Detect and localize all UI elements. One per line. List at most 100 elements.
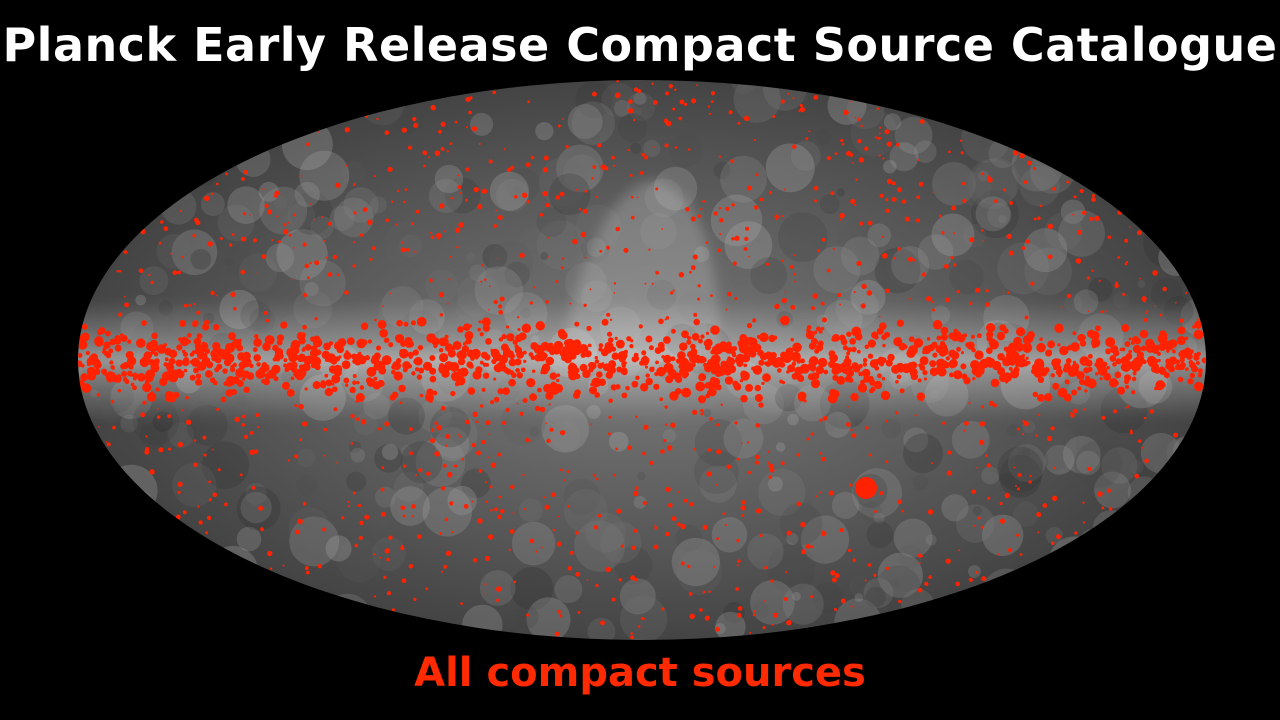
compact-source-marker	[956, 346, 962, 352]
compact-source-marker	[322, 527, 327, 532]
compact-source-marker	[652, 100, 658, 105]
compact-source-marker	[230, 364, 235, 369]
compact-source-marker	[763, 600, 766, 602]
sky-patch	[195, 557, 238, 600]
compact-source-marker	[604, 341, 614, 351]
compact-source-marker	[468, 363, 474, 369]
compact-source-marker	[702, 590, 706, 594]
compact-source-marker	[185, 419, 192, 425]
compact-source-marker	[810, 545, 814, 549]
sky-patch	[1044, 444, 1075, 475]
compact-source-marker	[310, 203, 312, 205]
compact-source-marker	[1108, 507, 1113, 511]
sky-patch	[343, 187, 379, 223]
compact-source-marker	[1173, 432, 1179, 438]
compact-source-marker	[471, 500, 474, 503]
compact-source-marker	[801, 549, 807, 555]
compact-source-marker	[256, 362, 261, 367]
compact-source-marker	[976, 333, 982, 339]
compact-source-marker	[438, 363, 445, 369]
compact-source-marker	[1050, 541, 1055, 545]
sky-patch	[957, 171, 992, 206]
compact-source-marker	[242, 212, 247, 216]
compact-source-marker	[352, 373, 357, 378]
compact-source-marker	[1062, 366, 1070, 373]
compact-source-marker	[418, 367, 425, 374]
compact-source-marker	[222, 368, 228, 374]
compact-source-marker	[949, 372, 954, 378]
sky-patch	[987, 203, 1012, 228]
sky-patch	[202, 574, 241, 613]
sky-patch	[303, 594, 351, 640]
compact-source-marker	[418, 468, 423, 473]
sky-patch	[510, 567, 554, 611]
sky-patch	[851, 574, 868, 591]
sky-patch	[893, 518, 933, 558]
compact-source-marker	[258, 505, 264, 511]
compact-source-marker	[533, 286, 536, 289]
compact-source-marker	[767, 450, 771, 453]
compact-source-marker	[352, 491, 356, 495]
compact-sources	[78, 80, 1206, 640]
compact-source-marker	[1129, 429, 1133, 433]
compact-source-marker	[936, 335, 942, 341]
sky-patch	[1098, 80, 1147, 116]
compact-source-marker	[1129, 431, 1133, 435]
compact-source-marker	[971, 489, 977, 494]
compact-source-marker	[770, 579, 774, 583]
sky-patch	[617, 113, 647, 143]
compact-source-marker	[758, 360, 764, 366]
compact-source-marker	[591, 377, 602, 388]
compact-source-marker	[286, 362, 295, 371]
sky-patch	[637, 472, 646, 481]
compact-source-marker	[425, 587, 429, 591]
compact-source-marker	[784, 188, 787, 191]
compact-source-marker	[716, 449, 722, 455]
compact-source-marker	[172, 270, 178, 276]
compact-source-marker	[526, 378, 536, 388]
compact-source-marker	[121, 370, 128, 377]
compact-source-marker	[558, 614, 563, 618]
sky-patch	[94, 156, 137, 198]
compact-source-marker	[756, 368, 760, 372]
compact-source-marker	[844, 364, 853, 373]
compact-source-marker	[772, 612, 778, 618]
compact-source-marker	[702, 524, 708, 530]
compact-source-marker	[549, 346, 556, 353]
compact-source-marker	[262, 188, 265, 191]
compact-source-marker	[782, 353, 790, 361]
compact-source-marker	[851, 346, 857, 353]
compact-source-marker	[793, 272, 796, 276]
compact-source-marker	[768, 334, 776, 343]
compact-source-marker	[654, 372, 659, 377]
compact-source-marker	[644, 282, 647, 285]
compact-source-marker	[277, 240, 281, 244]
compact-source-marker	[327, 221, 332, 226]
compact-source-marker	[1013, 466, 1016, 469]
compact-source-marker	[985, 302, 991, 307]
compact-source-marker	[563, 339, 572, 347]
compact-source-marker	[1063, 393, 1072, 402]
sky-patch	[1057, 98, 1077, 119]
compact-source-marker	[196, 351, 206, 360]
compact-source-marker	[984, 454, 988, 458]
compact-source-marker	[204, 370, 213, 378]
compact-source-marker	[741, 513, 745, 518]
compact-source-marker	[508, 378, 516, 387]
sky-patch	[260, 113, 281, 134]
sky-patch	[1173, 545, 1190, 561]
compact-source-marker	[691, 362, 696, 367]
compact-source-marker	[1060, 306, 1063, 309]
compact-source-marker	[530, 355, 536, 361]
sky-patch	[1164, 125, 1200, 161]
compact-source-marker	[457, 185, 462, 190]
compact-source-marker	[850, 428, 853, 432]
compact-source-marker	[785, 347, 794, 356]
compact-source-marker	[1087, 310, 1090, 313]
compact-source-marker	[129, 373, 133, 377]
sky-patch	[159, 120, 187, 148]
sky-patch	[970, 190, 1019, 239]
compact-source-marker	[997, 553, 1000, 556]
sky-patch	[235, 142, 271, 177]
compact-source-marker	[132, 372, 139, 379]
